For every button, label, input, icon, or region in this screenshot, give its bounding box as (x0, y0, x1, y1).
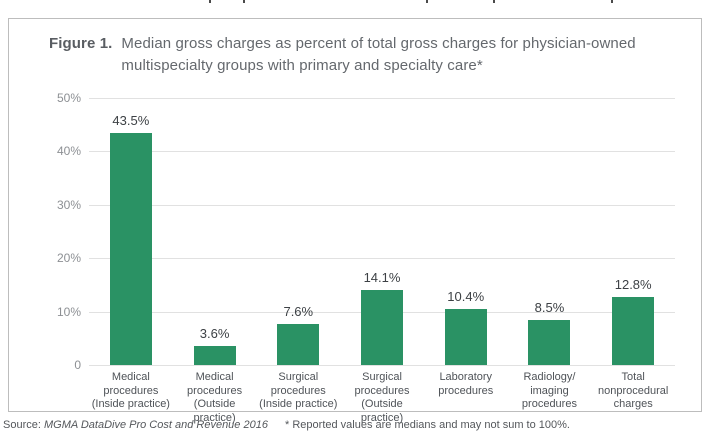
cropped-text-fragment (493, 0, 495, 3)
category-label-line: Laboratory (439, 371, 493, 383)
gridline (89, 365, 675, 366)
bar-0 (109, 133, 152, 365)
figure-title-line1: Median gross charges as percent of total… (121, 35, 636, 52)
bar-column: 3.6% (173, 98, 257, 365)
figure-title: Figure 1. Median gross charges as percen… (49, 33, 636, 77)
source-line: Source: MGMA DataDive Pro Cost and Reven… (3, 419, 570, 431)
category-label-line: procedures (103, 384, 159, 397)
category-label-line: charges (613, 398, 653, 410)
cropped-text-fragment (243, 0, 245, 3)
category-label-line: (Inside practice) (91, 398, 170, 410)
bar-4 (444, 309, 487, 365)
bar-1 (193, 346, 236, 365)
plot-area: 43.5% 3.6% 7.6% 14.1% 10.4% 8.5% 12.8% (89, 98, 675, 366)
category-label: Medical procedures (Inside practice) (89, 371, 173, 425)
bar-column: 12.8% (591, 98, 675, 365)
bar-column: 10.4% (424, 98, 508, 365)
y-axis-labels: 50% 40% 30% 20% 10% 0 (9, 91, 81, 372)
category-label-line: nonprocedural (598, 384, 669, 397)
source-label: Source: (3, 419, 44, 431)
category-label-line: Radiology/ (523, 371, 576, 383)
category-label-line: Surgical (362, 371, 402, 383)
y-tick-label: 0 (74, 358, 81, 372)
category-label-line: Surgical (278, 371, 319, 383)
y-tick-label: 20% (56, 251, 81, 266)
category-label-line: Total (621, 371, 645, 383)
bar-6 (612, 297, 655, 365)
category-label: Radiology/imaging procedures (508, 371, 592, 425)
category-label-line: procedures (521, 398, 577, 410)
y-tick-label: 10% (56, 304, 81, 319)
category-label: Surgical procedures (Inside practice) (256, 371, 340, 425)
category-label-line: (Inside practice) (259, 398, 338, 410)
figure-panel: Figure 1. Median gross charges as percen… (8, 18, 702, 424)
bar-value-label: 7.6% (283, 304, 314, 319)
bar-column: 8.5% (508, 98, 592, 365)
category-label-line: procedures (438, 384, 494, 397)
gridline (89, 258, 675, 260)
footnote: * Reported values are medians and may no… (285, 419, 570, 431)
category-label-line: procedures (187, 384, 243, 397)
category-label-line: Medical (195, 371, 234, 383)
y-tick-label: 30% (56, 197, 81, 212)
bar-columns: 43.5% 3.6% 7.6% 14.1% 10.4% 8.5% 12.8% (89, 98, 675, 365)
category-label: Medical procedures (Outside practice) (173, 371, 257, 425)
x-axis-labels: Medical procedures (Inside practice) Medica… (89, 371, 675, 425)
figure-label: Figure 1. (49, 35, 113, 52)
bar-value-label: 14.1% (363, 270, 401, 285)
bar-2 (277, 324, 320, 365)
cropped-text-fragment (611, 0, 613, 3)
category-label: Laboratory procedures (424, 371, 508, 425)
gridline (89, 151, 675, 153)
bar-column: 7.6% (256, 98, 340, 365)
bar-5 (528, 320, 571, 365)
bar-3 (361, 290, 404, 365)
gridline (89, 204, 675, 206)
gridline (89, 98, 675, 99)
cropped-text-fragment (426, 0, 428, 3)
y-tick-label: 50% (56, 91, 81, 105)
figure-title-line2: multispecialty groups with primary and s… (121, 57, 483, 74)
bar-value-label: 3.6% (199, 326, 230, 341)
category-label-line: procedures (270, 384, 326, 397)
category-label-line: (Outside practice) (360, 398, 404, 424)
category-label-line: Medical (111, 371, 150, 383)
bar-value-label: 8.5% (534, 300, 565, 315)
y-tick-label: 40% (56, 144, 81, 159)
source-citation: MGMA DataDive Pro Cost and Revenue 2016 (43, 419, 268, 431)
bar-value-label: 10.4% (447, 289, 485, 304)
bar-column: 14.1% (340, 98, 424, 365)
category-label-line: imaging (530, 384, 569, 397)
figure-title-text: Median gross charges as percent of total… (121, 33, 635, 77)
bar-value-label: 43.5% (112, 113, 150, 128)
bar-value-label: 12.8% (614, 277, 652, 292)
category-label: Total nonprocedural charges (591, 371, 675, 425)
category-label-line: (Outside practice) (193, 398, 236, 424)
category-label: Surgical procedures (Outside practice) (340, 371, 424, 425)
category-label-line: procedures (354, 384, 410, 397)
bar-column: 43.5% (89, 98, 173, 365)
cropped-text-fragment (209, 0, 211, 3)
